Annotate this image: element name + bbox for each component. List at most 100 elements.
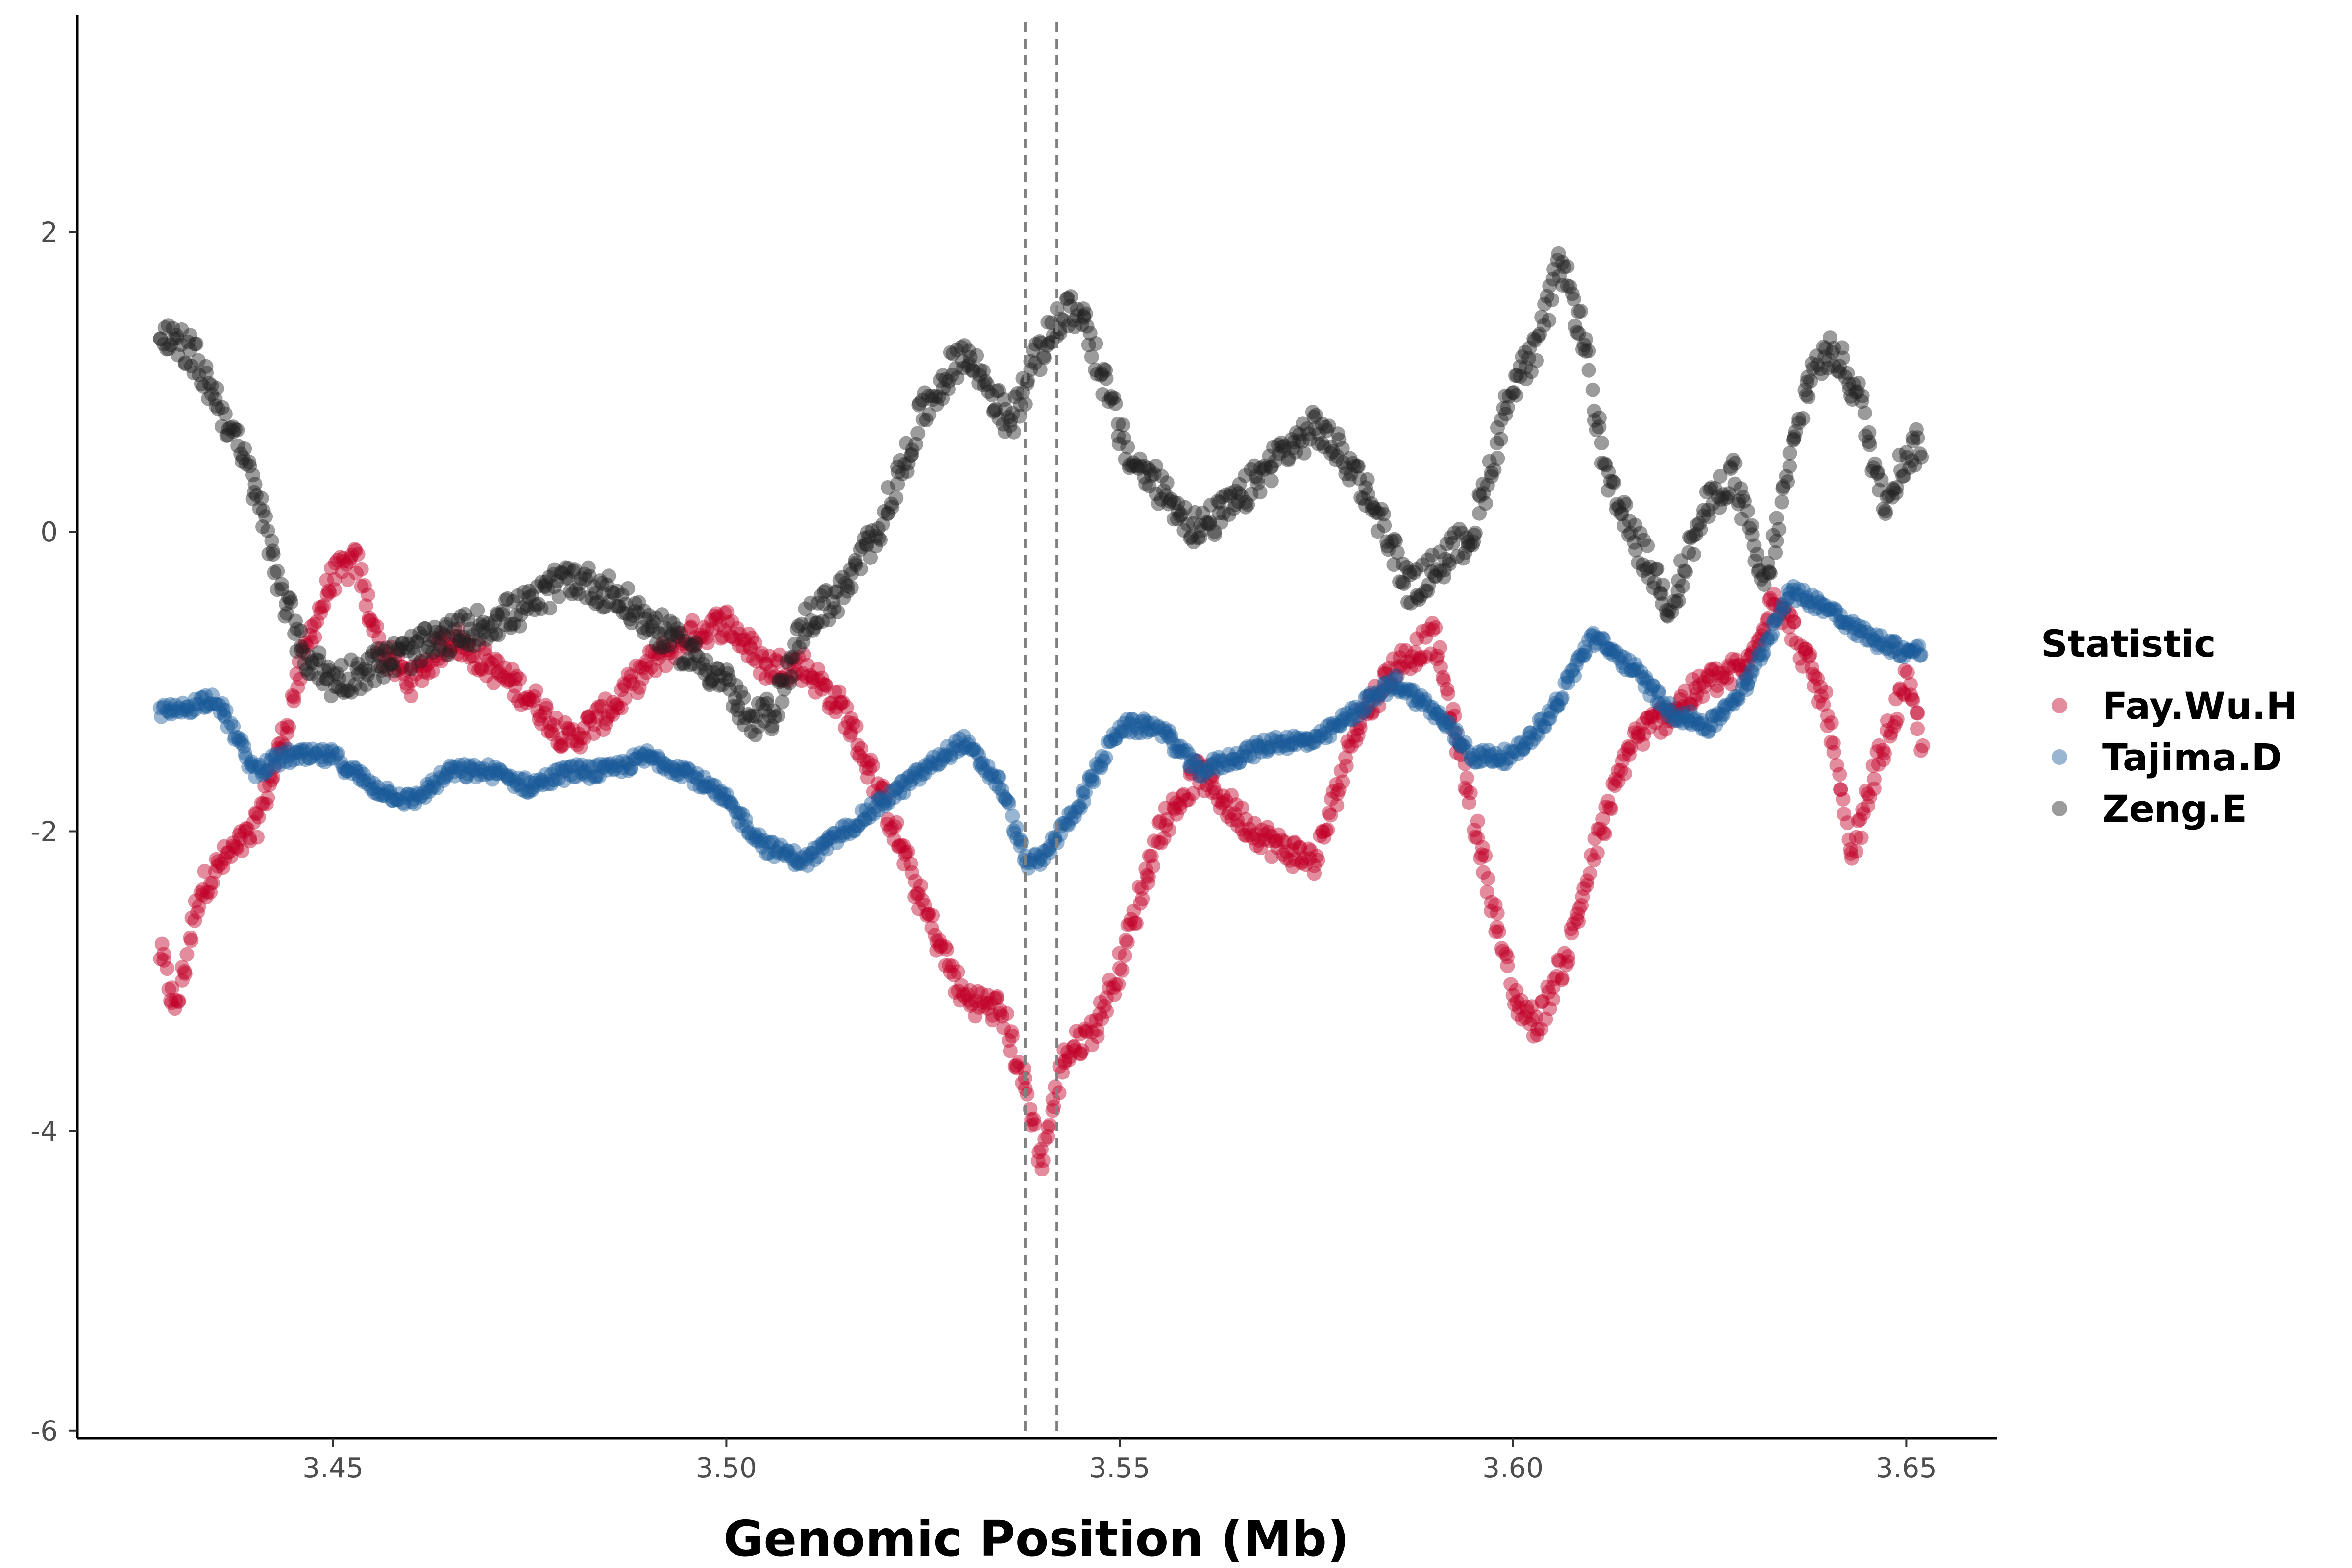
- data-point: [1277, 439, 1292, 454]
- series-fay-wu-h: [153, 542, 1931, 1176]
- data-point: [452, 633, 467, 648]
- data-point: [795, 666, 810, 681]
- data-point: [1196, 759, 1211, 774]
- data-point: [534, 775, 549, 790]
- data-point: [1888, 691, 1904, 707]
- data-point: [1242, 821, 1257, 836]
- data-point: [740, 649, 756, 664]
- data-point: [465, 648, 480, 663]
- data-point: [1377, 675, 1392, 690]
- data-point: [1623, 663, 1639, 678]
- data-point: [842, 826, 858, 841]
- data-point: [884, 496, 899, 512]
- data-point: [203, 884, 218, 900]
- data-point: [1790, 588, 1806, 602]
- data-point: [377, 786, 392, 802]
- data-point: [632, 680, 647, 695]
- data-point: [717, 623, 732, 638]
- data-point: [588, 758, 604, 773]
- data-point: [237, 824, 252, 839]
- data-point: [1804, 660, 1819, 675]
- data-point: [1154, 729, 1170, 744]
- data-point: [1544, 705, 1559, 720]
- data-point: [817, 584, 832, 599]
- data-point: [718, 671, 733, 686]
- data-point: [853, 562, 868, 577]
- data-point: [925, 392, 940, 407]
- data-point: [1709, 684, 1724, 699]
- data-point: [652, 640, 667, 655]
- data-point: [915, 392, 930, 408]
- data-point: [1871, 757, 1886, 772]
- data-point: [1516, 741, 1531, 757]
- data-point: [889, 815, 904, 830]
- data-point: [505, 662, 520, 677]
- data-point: [1299, 421, 1315, 436]
- data-point: [1524, 1012, 1540, 1027]
- data-point: [315, 753, 329, 768]
- data-point: [294, 639, 309, 654]
- data-point: [847, 823, 862, 838]
- data-point: [334, 658, 349, 673]
- data-point: [719, 604, 735, 619]
- data-point: [299, 741, 314, 757]
- data-point: [387, 667, 402, 682]
- data-point: [1519, 736, 1534, 751]
- data-point: [434, 625, 449, 640]
- data-point: [768, 844, 783, 859]
- data-point: [1082, 326, 1098, 341]
- data-point: [1330, 426, 1346, 441]
- data-point: [1154, 492, 1169, 507]
- data-point: [466, 638, 482, 653]
- data-point: [952, 731, 967, 746]
- data-point: [1695, 722, 1710, 737]
- data-point: [1318, 731, 1333, 746]
- data-point: [1820, 708, 1835, 723]
- data-point: [296, 743, 311, 759]
- data-point: [763, 663, 779, 679]
- data-point: [314, 750, 329, 765]
- data-point: [284, 595, 299, 610]
- data-point: [512, 671, 527, 686]
- data-point: [702, 677, 717, 692]
- data-point: [1507, 997, 1522, 1012]
- data-point: [708, 778, 723, 793]
- data-point: [755, 839, 770, 855]
- data-point: [623, 668, 638, 684]
- data-point: [290, 621, 305, 637]
- data-point: [1495, 944, 1510, 959]
- data-point: [1794, 638, 1809, 654]
- data-point: [1832, 614, 1847, 629]
- data-point: [1068, 805, 1083, 820]
- data-point: [1671, 593, 1686, 608]
- data-point: [791, 650, 806, 665]
- data-point: [438, 619, 453, 635]
- data-point: [712, 678, 727, 693]
- data-point: [1795, 592, 1811, 607]
- data-point: [1859, 784, 1873, 799]
- data-point: [1453, 747, 1469, 762]
- data-point: [1428, 620, 1443, 635]
- data-point: [470, 603, 485, 618]
- data-point: [407, 647, 422, 662]
- data-point: [1081, 337, 1096, 352]
- data-point: [850, 746, 865, 760]
- data-point: [1307, 735, 1322, 750]
- data-point: [337, 765, 352, 780]
- data-point: [857, 531, 872, 546]
- data-point: [1138, 477, 1153, 491]
- data-point: [1746, 640, 1762, 655]
- data-point: [1482, 749, 1497, 764]
- data-point: [1607, 644, 1622, 659]
- data-point: [344, 685, 359, 700]
- data-point: [294, 642, 309, 658]
- data-point: [1323, 439, 1339, 454]
- data-point: [660, 758, 675, 773]
- data-point: [1405, 693, 1421, 709]
- data-point: [1736, 675, 1751, 690]
- data-point: [1096, 362, 1111, 377]
- data-point: [1222, 507, 1237, 522]
- data-point: [1448, 733, 1464, 748]
- data-point: [826, 594, 841, 610]
- data-point: [607, 762, 622, 778]
